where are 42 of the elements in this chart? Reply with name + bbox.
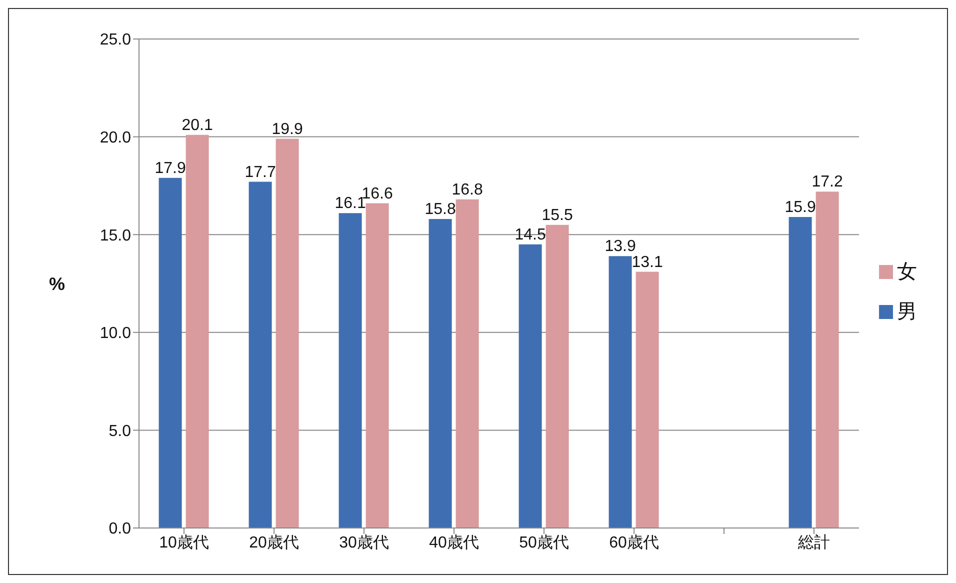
bar [608, 256, 632, 528]
y-tick-label: 5.0 [108, 422, 132, 440]
y-tick-label: 25.0 [100, 32, 132, 49]
x-tick-label: 20歳代 [249, 533, 299, 552]
x-tick-label: 40歳代 [429, 533, 479, 552]
x-tick-label: 60歳代 [609, 533, 659, 552]
bar [186, 134, 209, 528]
y-tick-label: 0.0 [108, 520, 132, 538]
data-label: 17.9 [154, 160, 186, 177]
data-label: 17.7 [244, 164, 276, 181]
data-label: 13.1 [632, 254, 663, 271]
bar [636, 272, 659, 528]
data-label: 17.2 [812, 174, 843, 191]
bar [276, 138, 299, 528]
bar [518, 244, 542, 528]
x-tick-label: 総計 [797, 533, 830, 552]
bar [428, 218, 452, 528]
y-tick-label: 10.0 [100, 325, 132, 342]
data-label: 16.8 [452, 181, 483, 198]
bar [816, 192, 839, 528]
bar [248, 182, 272, 528]
data-label: 15.8 [424, 200, 456, 218]
bar [366, 203, 389, 528]
bar [456, 199, 479, 528]
data-label: 20.1 [182, 116, 213, 134]
x-tick-label: 10歳代 [159, 533, 209, 552]
data-label: 13.9 [604, 238, 636, 256]
x-tick-label: 30歳代 [339, 533, 389, 552]
y-axis-title: % [49, 274, 66, 294]
bar [338, 213, 362, 528]
data-label: 19.9 [272, 120, 303, 138]
data-label: 14.5 [514, 226, 546, 244]
legend-label: 女 [897, 260, 917, 282]
legend-label: 男 [897, 300, 917, 322]
data-label: 15.5 [542, 206, 573, 224]
y-tick-label: 20.0 [100, 129, 132, 146]
x-tick-label: 50歳代 [519, 533, 569, 552]
bar [158, 178, 182, 528]
bar [546, 224, 569, 528]
bar [788, 216, 812, 528]
data-label: 15.9 [784, 198, 816, 216]
y-tick-label: 15.0 [100, 227, 132, 244]
